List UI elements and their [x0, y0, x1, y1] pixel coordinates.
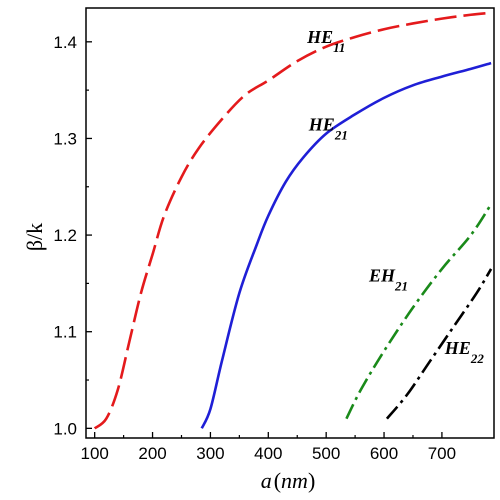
x-axis-variable: a [261, 468, 272, 493]
tick-labels: 100 200 300 400 500 600 700 1.0 1.1 1.2 1.3 1.4 [53, 33, 456, 463]
x-axis-label: a(nm) [261, 468, 316, 493]
y-tick-label: 1.1 [53, 323, 77, 342]
label-eh21: EH21 [368, 265, 408, 293]
x-tick-label: 200 [138, 444, 166, 463]
y-axis-label: β/k [22, 223, 47, 251]
curve-eh21 [345, 203, 493, 420]
y-tick-label: 1.2 [53, 226, 77, 245]
y-tick-label: 1.3 [53, 129, 77, 148]
label-main: HE [308, 115, 335, 135]
label-subscript: 22 [470, 351, 485, 366]
label-main: HE [306, 27, 333, 47]
label-he11: HE11 [306, 27, 345, 55]
plot-border [85, 7, 495, 439]
x-axis-unit: nm [281, 468, 308, 493]
label-he22: HE22 [444, 338, 485, 366]
axis-ticks [86, 41, 443, 438]
y-tick-label: 1.4 [53, 33, 77, 52]
label-main: HE [444, 338, 471, 358]
x-tick-label: 400 [254, 444, 282, 463]
label-subscript: 21 [334, 128, 348, 143]
x-tick-label: 500 [312, 444, 340, 463]
curves [93, 11, 493, 430]
y-tick-label: 1.0 [53, 419, 77, 438]
label-subscript: 21 [394, 278, 408, 293]
label-subscript: 11 [333, 40, 345, 55]
plot-frame [85, 7, 495, 439]
curve-he21 [200, 61, 492, 429]
x-tick-label: 100 [80, 444, 108, 463]
x-tick-label: 300 [196, 444, 224, 463]
label-main: EH [368, 265, 396, 285]
label-he21: HE21 [308, 115, 348, 143]
x-tick-label: 600 [370, 444, 398, 463]
curve-he11 [93, 11, 492, 430]
curve-he22 [385, 268, 493, 420]
x-tick-label: 700 [428, 444, 456, 463]
